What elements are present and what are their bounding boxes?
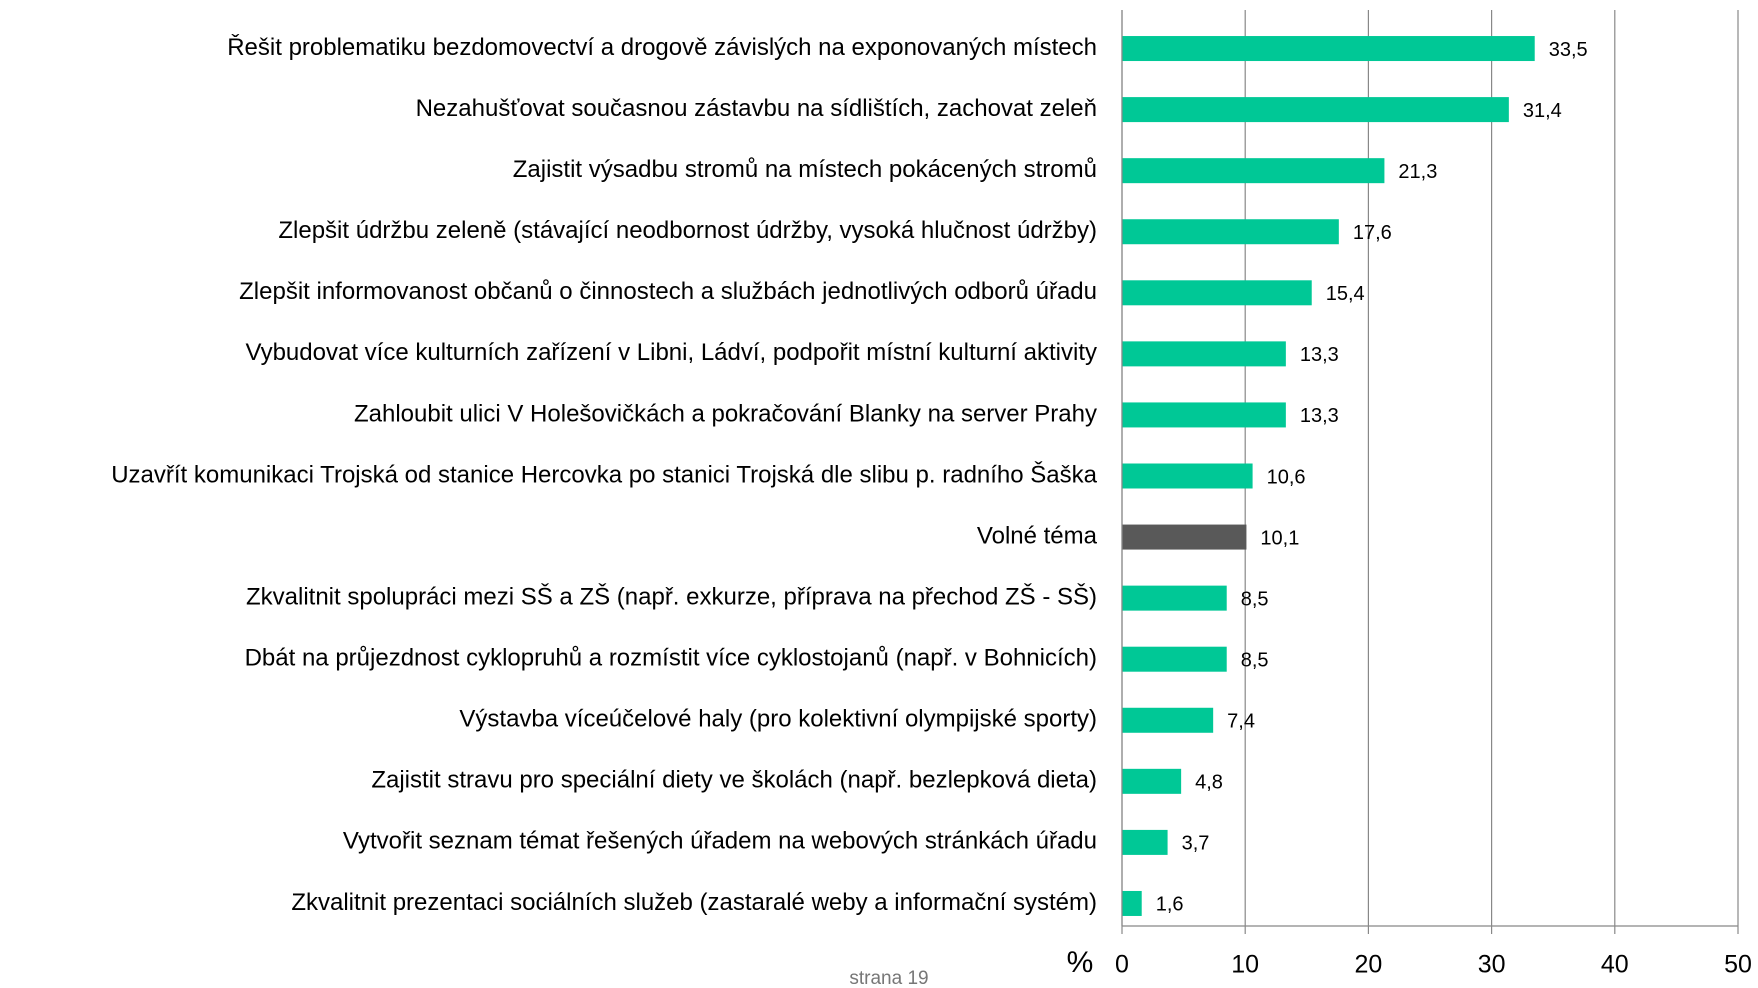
bar xyxy=(1122,97,1509,123)
category-label: Zajistit výsadbu stromů na místech pokác… xyxy=(513,156,1097,183)
category-label: Vytvořit seznam témat řešených úřadem na… xyxy=(343,828,1097,855)
value-label: 10,6 xyxy=(1267,466,1306,488)
bar xyxy=(1122,36,1535,62)
x-tick-label: 40 xyxy=(1601,951,1629,979)
bar xyxy=(1122,646,1227,672)
bar xyxy=(1122,219,1339,245)
value-label: 3,7 xyxy=(1182,833,1210,855)
bar xyxy=(1122,524,1247,550)
bar xyxy=(1122,890,1142,916)
value-label: 13,3 xyxy=(1300,344,1339,366)
value-label: 8,5 xyxy=(1241,649,1269,671)
category-label: Zahloubit ulici V Holešovičkách a pokrač… xyxy=(354,400,1097,427)
value-label: 31,4 xyxy=(1523,100,1562,122)
value-label: 13,3 xyxy=(1300,405,1339,427)
value-label: 10,1 xyxy=(1260,527,1299,549)
value-label: 15,4 xyxy=(1326,283,1365,305)
value-label: 7,4 xyxy=(1227,711,1255,733)
bar xyxy=(1122,707,1214,733)
category-label: Uzavřít komunikaci Trojská od stanice He… xyxy=(111,460,1097,488)
bar xyxy=(1122,402,1286,428)
value-label: 1,6 xyxy=(1156,894,1184,916)
value-label: 21,3 xyxy=(1398,161,1437,183)
category-label: Nezahušťovat současnou zástavbu na sídli… xyxy=(416,95,1097,122)
bar xyxy=(1122,585,1227,611)
value-label: 4,8 xyxy=(1195,772,1223,794)
bar xyxy=(1122,280,1312,306)
category-label: Vybudovat více kulturních zařízení v Lib… xyxy=(245,339,1097,366)
value-label: 33,5 xyxy=(1549,39,1588,61)
category-label: Zlepšit údržbu zeleně (stávající neodbor… xyxy=(278,217,1097,244)
category-label: Dbát na průjezdnost cyklopruhů a rozmíst… xyxy=(245,645,1097,672)
category-label: Zajistit stravu pro speciální diety ve š… xyxy=(371,767,1097,794)
footer: strana 19 xyxy=(849,968,928,988)
bar xyxy=(1122,463,1253,489)
bar xyxy=(1122,829,1168,855)
value-label: 8,5 xyxy=(1241,588,1269,610)
category-label: Zkvalitnit prezentaci sociálních služeb … xyxy=(291,889,1097,916)
bar xyxy=(1122,341,1286,367)
x-tick-label: 10 xyxy=(1231,951,1259,979)
category-label: Výstavba víceúčelové haly (pro kolektivn… xyxy=(459,706,1097,733)
x-tick-label: 30 xyxy=(1478,951,1506,979)
category-label: Zkvalitnit spolupráci mezi SŠ a ZŠ (např… xyxy=(246,582,1097,610)
bar xyxy=(1122,158,1385,184)
x-tick-label: 20 xyxy=(1354,951,1382,979)
value-label: 17,6 xyxy=(1353,222,1392,244)
bar xyxy=(1122,768,1182,794)
x-tick-label: 0 xyxy=(1115,951,1129,979)
x-axis-label: % xyxy=(1067,946,1094,979)
x-tick-label: 50 xyxy=(1724,951,1752,979)
category-label: Řešit problematiku bezdomovectví a drogo… xyxy=(227,34,1097,61)
category-label: Zlepšit informovanost občanů o činnostec… xyxy=(239,278,1097,305)
category-label: Volné téma xyxy=(977,522,1098,549)
